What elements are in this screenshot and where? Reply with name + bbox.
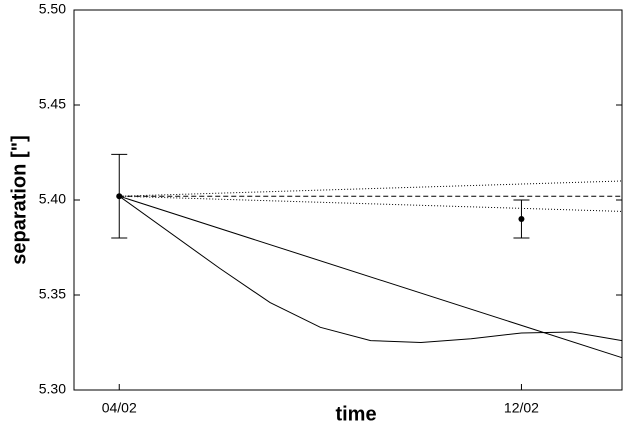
series-line [119, 180, 623, 197]
y-tick-label: 5.30 [39, 381, 66, 397]
y-tick-label: 5.35 [39, 286, 66, 302]
y-tick-label: 5.40 [39, 191, 66, 207]
y-tick-label: 5.45 [39, 96, 66, 112]
y-axis-label: separation ["] [8, 135, 30, 265]
series-line [118, 195, 623, 344]
data-point [116, 193, 123, 200]
x-tick-label: 12/02 [504, 400, 539, 416]
series-line [119, 195, 623, 212]
y-tick-label: 5.50 [39, 1, 66, 17]
x-tick-label: 04/02 [102, 400, 137, 416]
series-line [119, 195, 623, 359]
data-point [518, 216, 525, 222]
x-axis-label: time [335, 403, 376, 425]
